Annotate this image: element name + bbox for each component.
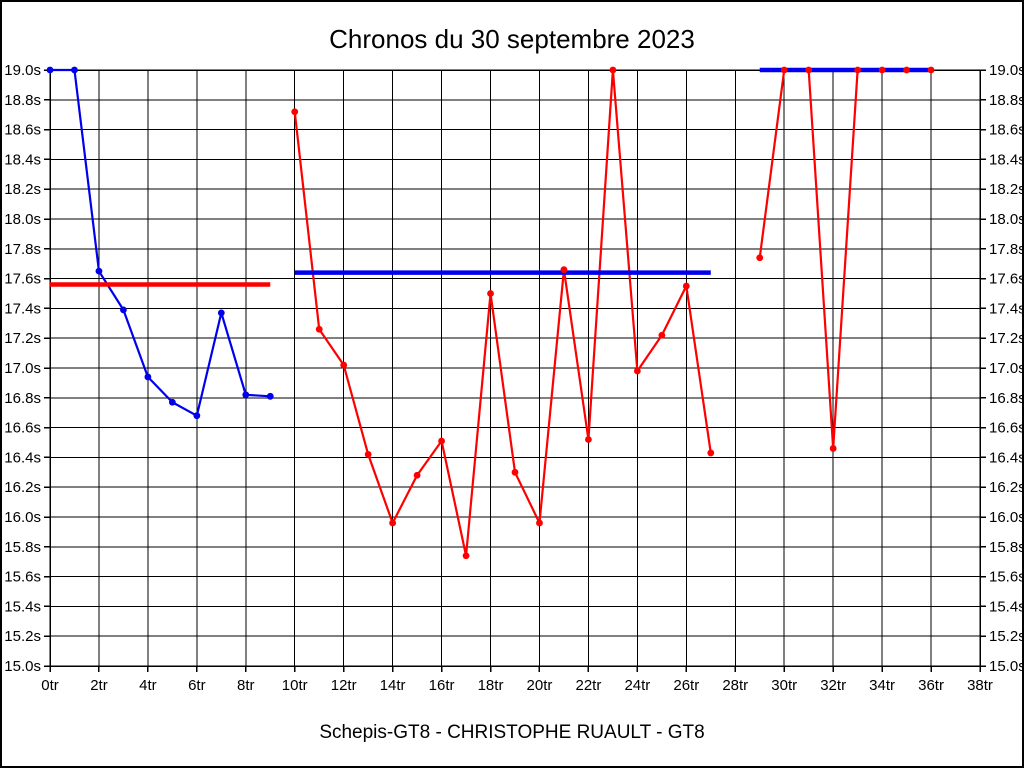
x-tick-label: 6tr <box>188 677 206 694</box>
y-tick-label-right: 18.4s <box>989 151 1024 168</box>
x-tick-label: 32tr <box>820 677 846 694</box>
y-tick-label-left: 17.2s <box>4 330 41 347</box>
y-tick-label-left: 15.2s <box>4 628 41 645</box>
y-tick-label-right: 15.6s <box>989 569 1024 586</box>
y-tick-label-left: 16.8s <box>4 390 41 407</box>
x-tick-label: 14tr <box>380 677 406 694</box>
y-tick-label-right: 15.0s <box>989 658 1024 675</box>
y-tick-label-left: 18.6s <box>4 122 41 139</box>
x-tick-label: 16tr <box>429 677 455 694</box>
y-tick-label-left: 17.8s <box>4 241 41 258</box>
plot-border <box>49 69 981 667</box>
y-tick-label-right: 18.6s <box>989 122 1024 139</box>
chart-title: Chronos du 30 septembre 2023 <box>329 24 695 54</box>
markers-run-2-lap-times <box>291 66 715 560</box>
y-tick-label-left: 15.0s <box>4 658 41 675</box>
y-tick-label-left: 18.0s <box>4 211 41 228</box>
x-tick-label: 4tr <box>139 677 157 694</box>
y-tick-label-left: 17.0s <box>4 360 41 377</box>
axis-ticks <box>44 69 986 672</box>
y-tick-label-right: 18.8s <box>989 92 1024 109</box>
series-run-1-lap-times <box>50 68 271 417</box>
series-run-3-lap-times <box>758 68 932 450</box>
markers-run-3-lap-times <box>756 66 935 452</box>
y-tick-label-right: 16.8s <box>989 390 1024 407</box>
x-tick-label: 10tr <box>282 677 308 694</box>
markers-run-1-lap-times <box>46 66 274 420</box>
x-tick-label: 12tr <box>331 677 357 694</box>
y-tick-label-left: 17.6s <box>4 271 41 288</box>
x-tick-label: 26tr <box>673 677 699 694</box>
y-tick-label-left: 16.6s <box>4 420 41 437</box>
x-tick-label: 24tr <box>624 677 650 694</box>
y-tick-label-left: 16.2s <box>4 479 41 496</box>
y-tick-label-left: 15.8s <box>4 539 41 556</box>
x-tick-label: 28tr <box>722 677 748 694</box>
y-tick-label-left: 16.4s <box>4 449 41 466</box>
x-tick-label: 0tr <box>41 677 59 694</box>
y-tick-label-right: 15.4s <box>989 598 1024 615</box>
y-tick-label-right: 16.2s <box>989 479 1024 496</box>
x-tick-label: 36tr <box>918 677 944 694</box>
x-tick-label: 18tr <box>478 677 504 694</box>
series-run-2-lap-times <box>293 68 712 557</box>
y-tick-label-right: 16.0s <box>989 509 1024 526</box>
y-tick-label-left: 15.6s <box>4 569 41 586</box>
x-tick-label: 2tr <box>90 677 108 694</box>
y-tick-label-right: 18.0s <box>989 211 1024 228</box>
y-tick-label-right: 17.0s <box>989 360 1024 377</box>
x-tick-label: 34tr <box>869 677 895 694</box>
y-tick-label-right: 18.2s <box>989 181 1024 198</box>
x-tick-label: 22tr <box>575 677 601 694</box>
y-tick-label-right: 16.6s <box>989 420 1024 437</box>
y-tick-label-left: 16.0s <box>4 509 41 526</box>
x-tick-label: 8tr <box>237 677 255 694</box>
y-tick-label-left: 18.4s <box>4 151 41 168</box>
y-tick-label-right: 17.6s <box>989 271 1024 288</box>
y-tick-label-right: 17.8s <box>989 241 1024 258</box>
axis-tick-labels: 0tr 2tr 4tr 6tr 8tr 10tr 12tr 14tr 16tr 18tr 20tr 2… <box>4 62 1024 694</box>
y-tick-label-right: 15.8s <box>989 539 1024 556</box>
chart-footer: Schepis-GT8 - CHRISTOPHE RUAULT - GT8 <box>319 722 705 743</box>
y-tick-label-right: 17.2s <box>989 330 1024 347</box>
y-tick-label-left: 18.8s <box>4 92 41 109</box>
y-tick-label-left: 18.2s <box>4 181 41 198</box>
x-tick-label: 20tr <box>527 677 553 694</box>
y-tick-label-right: 17.4s <box>989 300 1024 317</box>
y-tick-label-left: 19.0s <box>4 62 41 79</box>
y-tick-label-right: 19.0s <box>989 62 1024 79</box>
y-tick-label-right: 15.2s <box>989 628 1024 645</box>
y-tick-label-right: 16.4s <box>989 449 1024 466</box>
x-tick-label: 38tr <box>967 677 993 694</box>
grid <box>49 69 981 667</box>
y-tick-label-left: 17.4s <box>4 300 41 317</box>
y-tick-label-left: 15.4s <box>4 598 41 615</box>
x-tick-label: 30tr <box>771 677 797 694</box>
